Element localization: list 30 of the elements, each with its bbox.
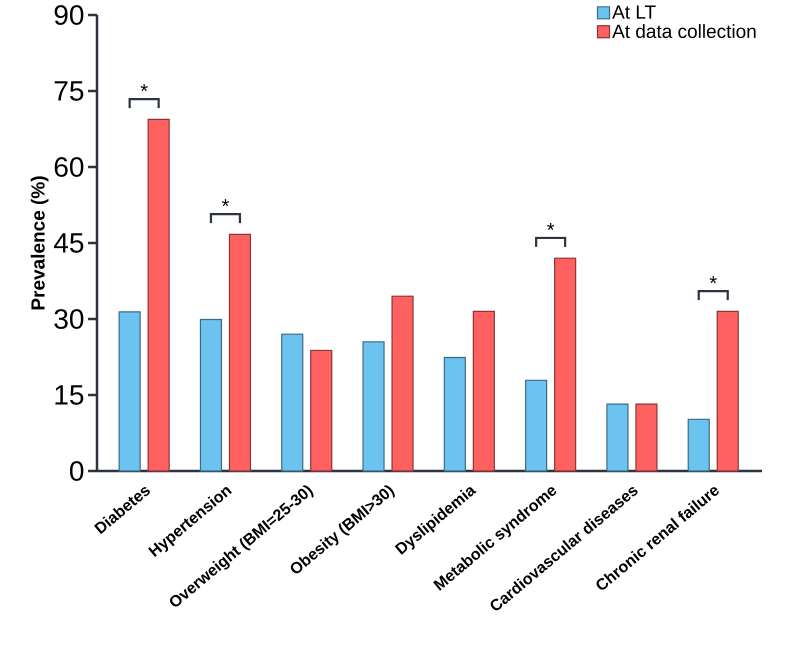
- bar: [688, 418, 710, 472]
- y-tick-label: 45: [54, 233, 84, 253]
- legend-label: At data collection: [612, 24, 756, 38]
- legend-label: At LT: [612, 6, 656, 19]
- bar: [606, 404, 629, 472]
- bar: [554, 258, 576, 472]
- bar: [444, 356, 466, 472]
- bar: [228, 234, 252, 472]
- bar: [362, 341, 385, 472]
- bar: [716, 310, 739, 472]
- y-tick-label: 60: [54, 157, 84, 177]
- bar: [281, 334, 304, 472]
- y-tick-label: 15: [55, 385, 84, 405]
- y-axis-title: Prevalence (%): [30, 176, 48, 310]
- y-tick-label: 0: [70, 461, 84, 481]
- annotation: *: [547, 222, 554, 230]
- bar: [118, 311, 141, 472]
- y-tick-label: 30: [54, 309, 84, 329]
- bar: [472, 310, 495, 472]
- y-tick-label: 75: [54, 81, 84, 101]
- bar: [635, 404, 658, 472]
- y-tick-label: 90: [54, 5, 84, 25]
- bar: [148, 118, 170, 472]
- bar: [525, 380, 548, 472]
- annotation: *: [222, 199, 230, 206]
- bar: [310, 350, 332, 472]
- bar: [200, 318, 222, 472]
- annotation: *: [710, 276, 717, 284]
- bar: [391, 296, 414, 472]
- annotation: *: [140, 84, 148, 92]
